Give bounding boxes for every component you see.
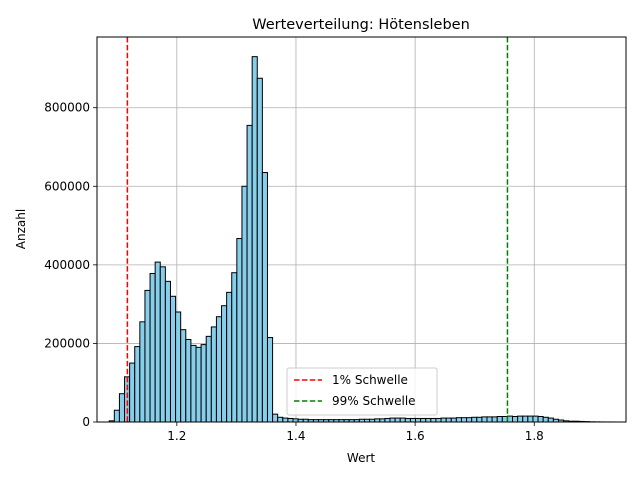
histogram-bar <box>185 339 192 423</box>
histogram-bar <box>256 77 263 423</box>
histogram-bar <box>190 344 197 423</box>
histogram-bar <box>527 415 534 423</box>
histogram-bar <box>169 295 177 423</box>
histogram-bar <box>547 417 554 423</box>
x-axis-label: Wert <box>347 451 375 465</box>
histogram-bar <box>542 416 549 423</box>
histogram-bar <box>175 311 182 423</box>
histogram-bar <box>180 329 187 423</box>
histogram-bar <box>430 417 437 423</box>
histogram-bar <box>460 417 468 423</box>
histogram-bar <box>399 417 406 423</box>
histogram-bar <box>118 393 126 423</box>
histogram-bar <box>532 415 539 423</box>
histogram-bar <box>241 185 248 423</box>
histogram-bar <box>282 417 289 423</box>
histogram-bar <box>164 280 171 423</box>
histogram-bar <box>445 417 452 423</box>
histogram-bar <box>384 417 391 423</box>
histogram-bar <box>466 417 473 423</box>
histogram-bar <box>200 344 207 423</box>
histogram-bar <box>481 416 488 423</box>
histogram-bar <box>277 416 284 423</box>
histogram-bar <box>159 266 166 423</box>
histogram-bar <box>261 172 268 423</box>
histogram-bar <box>272 413 279 423</box>
histogram-bar <box>537 416 544 423</box>
legend-label-99pct: 99% Schwelle <box>332 394 416 408</box>
histogram-bar <box>205 335 212 423</box>
y-axis-ticks: 0 200000 400000 600000 800000 <box>44 101 97 429</box>
histogram-bar <box>491 416 498 423</box>
legend-label-1pct: 1% Schwelle <box>332 373 408 387</box>
histogram-bar <box>149 273 156 423</box>
y-tick-label: 400000 <box>44 258 90 272</box>
legend: 1% Schwelle 99% Schwelle <box>286 367 438 416</box>
y-tick-label: 200000 <box>44 336 90 350</box>
histogram-bar <box>287 417 294 423</box>
histogram-bar <box>476 416 483 423</box>
histogram-bar <box>215 316 223 423</box>
histogram-bar <box>471 416 478 423</box>
histogram-bar <box>246 124 253 423</box>
threshold-lines <box>126 37 509 422</box>
histogram-bar <box>394 417 401 423</box>
y-axis-label: Anzahl <box>14 209 28 249</box>
histogram-bar <box>139 321 146 423</box>
histogram-bar <box>226 291 233 423</box>
histogram-bar <box>404 417 411 423</box>
chart-title: Werteverteilung: Hötensleben <box>252 17 470 33</box>
histogram-bar <box>154 261 161 423</box>
histogram-bar <box>425 417 432 423</box>
histogram-bar <box>455 417 462 423</box>
y-tick-label: 0 <box>82 415 90 429</box>
histogram-bar <box>210 326 217 423</box>
histogram-bar <box>486 416 493 423</box>
histogram-bar <box>501 416 508 423</box>
y-tick-label: 600000 <box>44 179 90 193</box>
histogram-bar <box>415 417 422 423</box>
histogram-bar <box>113 409 120 423</box>
histogram-bar <box>221 305 228 423</box>
histogram-bar <box>435 417 442 423</box>
histogram-bar <box>512 416 519 423</box>
histogram-bar <box>409 417 417 423</box>
histogram-bar <box>496 416 503 423</box>
histogram-bar <box>440 417 447 423</box>
histogram-bar <box>420 417 427 423</box>
x-tick-label: 1.8 <box>525 429 544 443</box>
histogram-bar <box>231 272 238 423</box>
histogram-bar <box>124 376 131 423</box>
histogram-bar <box>450 417 457 423</box>
histogram-bar <box>129 362 136 423</box>
histogram-bar <box>144 289 151 423</box>
x-axis-ticks: 1.2 1.4 1.6 1.8 <box>167 422 544 443</box>
histogram-bar <box>236 238 243 423</box>
y-tick-label: 800000 <box>44 101 90 115</box>
legend-box <box>286 367 438 416</box>
x-tick-label: 1.4 <box>286 429 305 443</box>
x-tick-label: 1.2 <box>167 429 186 443</box>
histogram-bar <box>134 346 141 423</box>
plot-frame <box>96 36 627 423</box>
grid-lines <box>97 37 626 423</box>
histogram-bar <box>266 337 274 423</box>
histogram-bar <box>389 417 396 423</box>
histogram-bar <box>251 56 258 423</box>
histogram-bar <box>522 415 529 423</box>
x-tick-label: 1.6 <box>406 429 425 443</box>
histogram-bar <box>517 415 524 423</box>
histogram-bar <box>195 346 202 423</box>
